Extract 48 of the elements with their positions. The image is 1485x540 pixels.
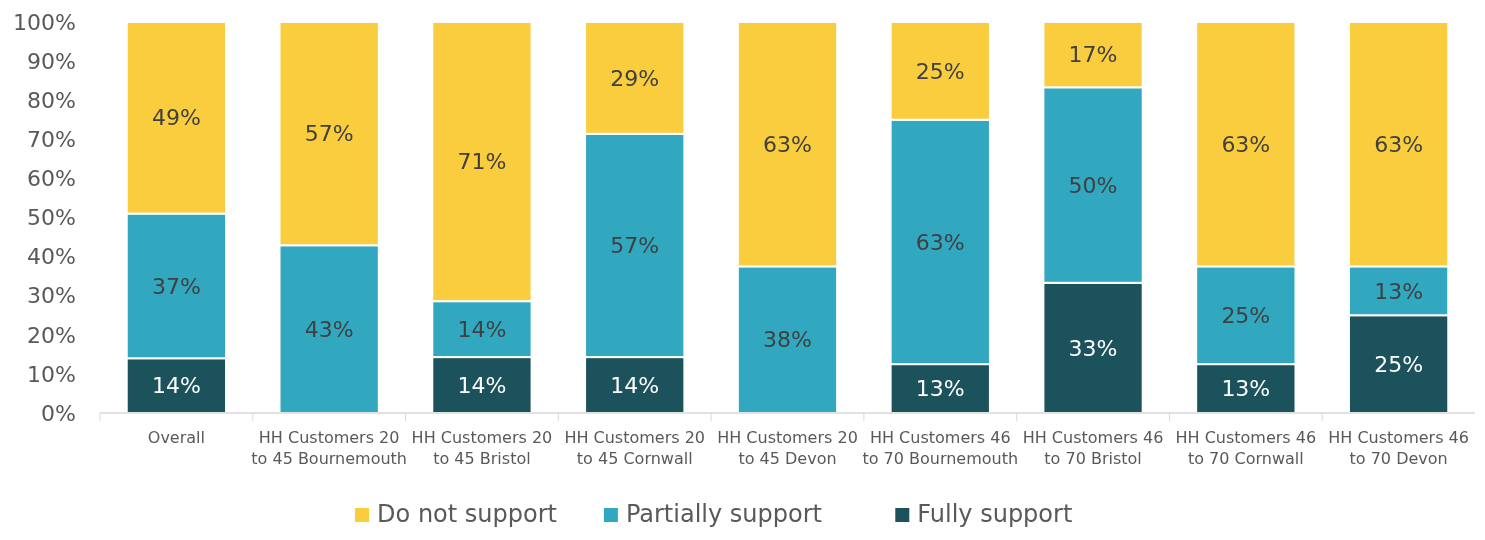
y-tick-label: 10% — [27, 361, 76, 387]
legend-label: Partially support — [625, 500, 822, 528]
data-label: 13% — [915, 376, 965, 402]
y-tick-label: 0% — [41, 400, 76, 426]
x-tick-label: HH Customers 20 to 45 Bournemouth — [251, 428, 408, 468]
y-tick-label: 50% — [27, 205, 76, 231]
data-label: 71% — [457, 149, 507, 175]
y-tick-label: 100% — [13, 9, 76, 35]
data-label: 25% — [915, 58, 965, 84]
legend-label: Do not support — [377, 500, 557, 528]
data-label: 33% — [1068, 335, 1118, 361]
data-label: 63% — [763, 131, 812, 157]
data-label: 63% — [1221, 131, 1271, 157]
data-label: 14% — [151, 373, 201, 399]
data-label: 57% — [304, 121, 354, 147]
data-label: 14% — [457, 316, 507, 342]
data-label: 38% — [763, 327, 812, 353]
x-tick-label: HH Customers 20 to 45 Devon — [717, 428, 858, 468]
data-label: 43% — [304, 316, 354, 342]
data-label: 50% — [1068, 172, 1118, 198]
data-label: 13% — [1221, 376, 1271, 402]
y-tick-label: 80% — [27, 87, 76, 113]
data-label: 13% — [1374, 278, 1424, 304]
x-tick-label: HH Customers 46 to 70 Bournemouth — [862, 428, 1019, 468]
data-label: 25% — [1374, 351, 1424, 377]
data-label: 25% — [1221, 302, 1271, 328]
x-tick-label: HH Customers 46 to 70 Bristol — [1022, 428, 1164, 468]
x-tick-label: HH Customers 20 to 45 Cornwall — [564, 428, 706, 468]
y-tick-label: 30% — [27, 283, 76, 309]
y-tick-label: 20% — [27, 322, 76, 348]
data-label: 14% — [610, 372, 660, 398]
x-tick-label: HH Customers 20 to 45 Bristol — [411, 428, 553, 468]
y-tick-label: 40% — [27, 244, 76, 270]
x-tick-label: Overall — [147, 428, 205, 447]
data-label: 14% — [457, 372, 507, 398]
y-tick-label: 90% — [27, 48, 76, 74]
x-tick-label: HH Customers 46 to 70 Devon — [1328, 428, 1469, 468]
legend-label: Fully support — [917, 500, 1073, 528]
data-label: 37% — [151, 273, 201, 299]
data-label: 63% — [915, 229, 965, 255]
data-label: 63% — [1374, 131, 1424, 157]
data-label: 29% — [610, 65, 660, 91]
y-tick-label: 60% — [27, 166, 76, 192]
data-label: 17% — [1068, 42, 1118, 68]
y-tick-label: 70% — [27, 127, 76, 152]
data-label: 57% — [610, 233, 660, 259]
x-tick-label: HH Customers 46 to 70 Cornwall — [1175, 428, 1317, 468]
data-label: 49% — [151, 105, 201, 131]
